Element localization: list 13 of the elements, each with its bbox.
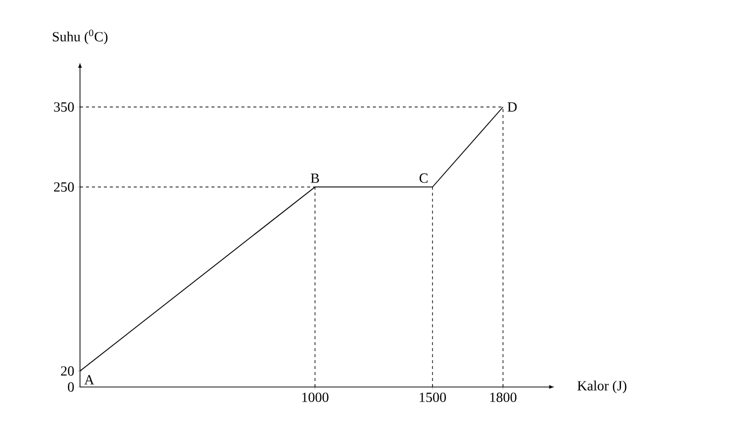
x-tick-label: 1500 <box>420 392 446 402</box>
annotation: B <box>310 174 319 183</box>
x-tick-label: 1800 <box>490 392 516 402</box>
y-tick-label: 20 <box>61 366 74 376</box>
annotation: C <box>420 173 428 183</box>
annotation: A <box>84 375 94 384</box>
annotation: D <box>508 102 517 112</box>
x-axis-title: Kalor (J) <box>577 380 626 394</box>
y-tick-label: 250 <box>54 182 74 192</box>
y-tick-label: 0 <box>68 382 74 392</box>
x-tick-label: 1000 <box>302 392 328 402</box>
y-tick-label: 350 <box>54 102 74 112</box>
y-axis-title: Suhu ($^{0}$C) <box>52 30 108 44</box>
